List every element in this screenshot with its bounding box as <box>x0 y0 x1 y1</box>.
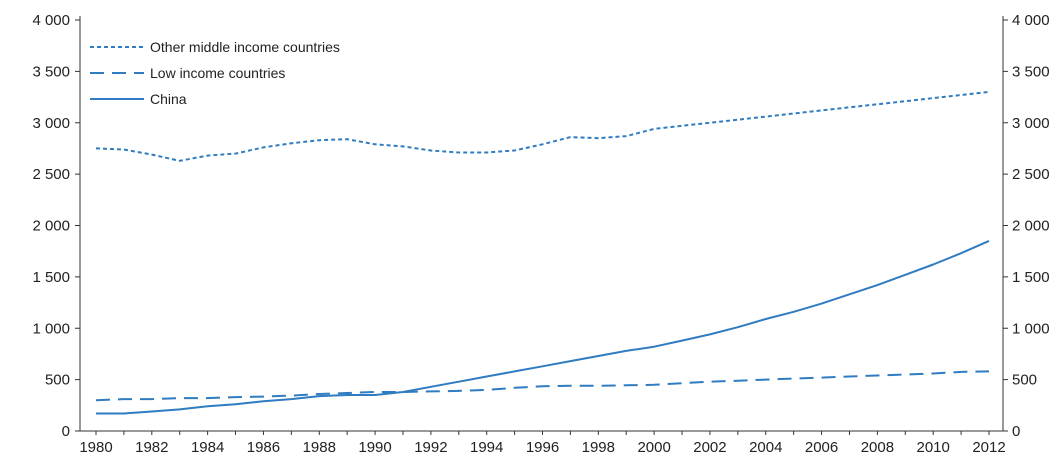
y-tick-label-right: 3 000 <box>1012 115 1050 132</box>
x-tick-label: 2000 <box>637 439 670 456</box>
x-tick-label: 1980 <box>79 439 112 456</box>
y-tick-label-left: 500 <box>45 372 70 389</box>
y-tick-label-left: 4 000 <box>32 12 70 29</box>
y-tick-label-right: 1 000 <box>1012 320 1050 337</box>
series-line-0 <box>95 90 990 162</box>
x-tick-label: 1994 <box>470 439 503 456</box>
x-tick-label: 2006 <box>805 439 838 456</box>
y-tick-label-left: 2 500 <box>32 166 70 183</box>
y-tick-label-left: 0 <box>62 423 70 440</box>
x-axis-ticks: 1980 1982 1984 1986 1988 1990 1992 1994 1996 1998… <box>79 431 1006 456</box>
x-tick-label: 1992 <box>414 439 447 456</box>
x-tick-label: 1990 <box>358 439 391 456</box>
y-tick-label-right: 1 500 <box>1012 269 1050 286</box>
legend: Other middle income countries Low income … <box>90 39 340 107</box>
x-tick-label: 2010 <box>917 439 950 456</box>
y-tick-label-left: 1 000 <box>32 320 70 337</box>
x-tick-label: 2004 <box>749 439 782 456</box>
x-tick-label: 2008 <box>861 439 894 456</box>
x-tick-label: 1996 <box>526 439 559 456</box>
y-tick-label-right: 0 <box>1012 423 1020 440</box>
legend-label-1: Low income countries <box>150 65 285 81</box>
y-tick-label-right: 3 500 <box>1012 63 1050 80</box>
y-tick-label-right: 500 <box>1012 372 1037 389</box>
y-tick-label-right: 2 000 <box>1012 218 1050 235</box>
y-tick-label-left: 3 500 <box>32 63 70 80</box>
y-tick-label-right: 2 500 <box>1012 166 1050 183</box>
x-tick-label: 1986 <box>247 439 280 456</box>
y-tick-label-right: 4 000 <box>1012 12 1050 29</box>
y-tick-label-left: 2 000 <box>32 218 70 235</box>
legend-label-0: Other middle income countries <box>150 39 340 55</box>
legend-label-2: China <box>150 91 187 107</box>
series-line-2 <box>96 239 990 415</box>
y-tick-label-left: 1 500 <box>32 269 70 286</box>
x-tick-label: 1984 <box>191 439 224 456</box>
y-axis-right-ticks: 0 500 1 000 1 500 2 000 2 500 3 000 3 500 4 000 <box>1003 12 1050 440</box>
x-tick-label: 2002 <box>693 439 726 456</box>
x-tick-label: 1998 <box>582 439 615 456</box>
x-tick-label: 2012 <box>972 439 1005 456</box>
series-line-1 <box>95 370 990 402</box>
y-axis-left-ticks: 0 500 1 000 1 500 2 000 2 500 3 000 3 500 4 000 <box>32 12 80 440</box>
y-tick-label-left: 3 000 <box>32 115 70 132</box>
x-tick-label: 1982 <box>135 439 168 456</box>
series-lines <box>95 90 990 415</box>
x-tick-label: 1988 <box>303 439 336 456</box>
